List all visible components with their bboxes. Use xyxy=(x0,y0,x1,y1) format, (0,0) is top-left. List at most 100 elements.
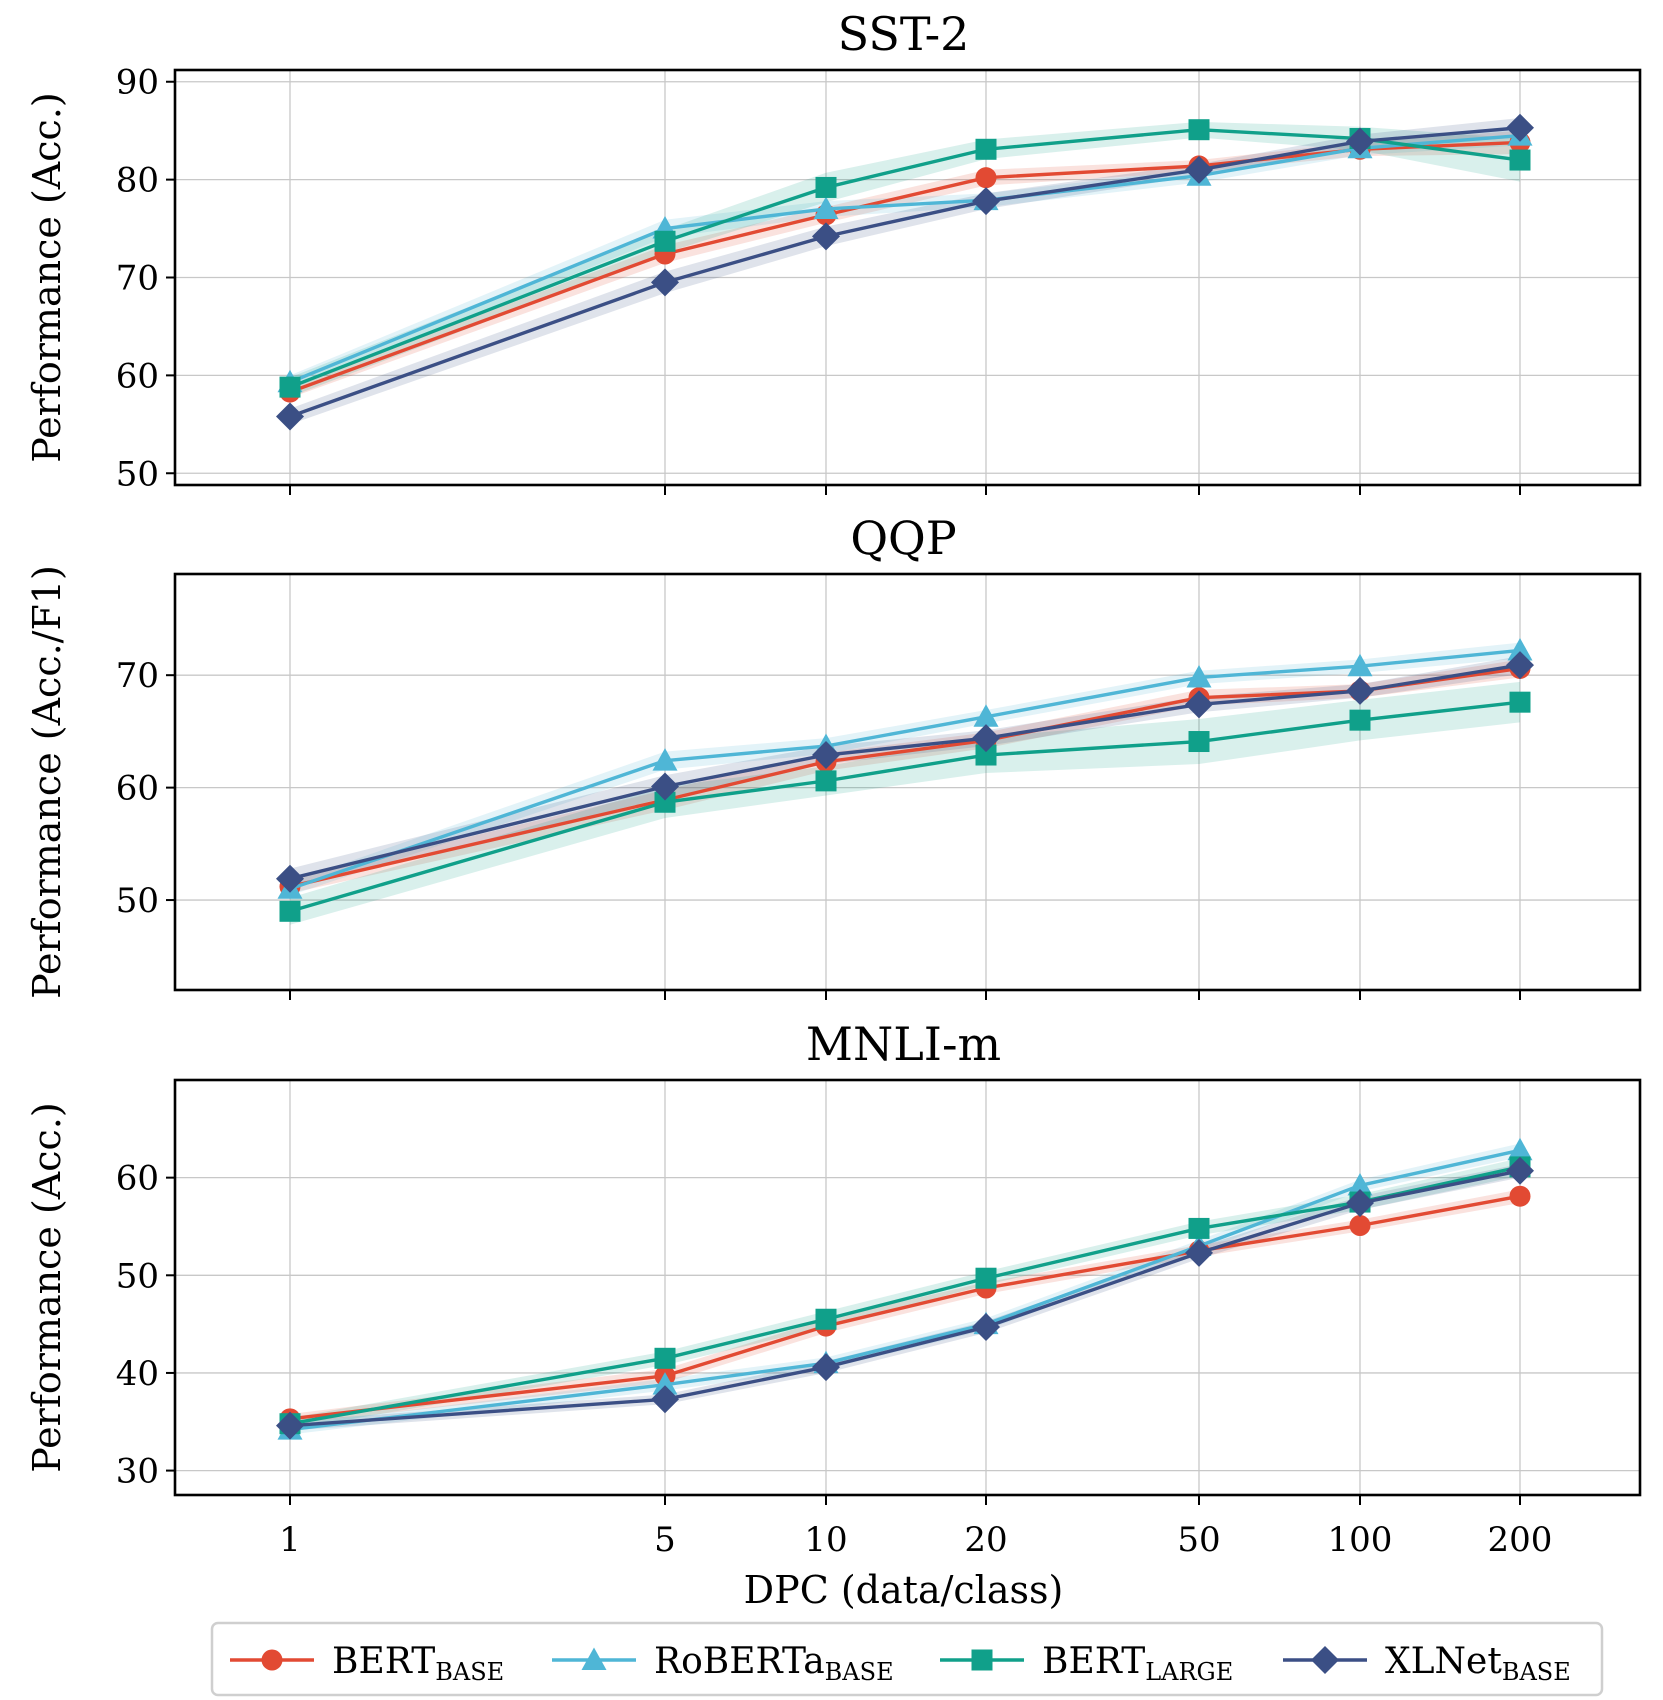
series-robertabase xyxy=(277,637,1533,899)
data-point xyxy=(972,1313,1000,1342)
confidence-band xyxy=(290,1163,1520,1431)
data-point xyxy=(651,268,679,297)
data-point xyxy=(1509,149,1531,171)
y-tick-label: 50 xyxy=(116,454,159,494)
confidence-band xyxy=(290,656,1520,889)
data-point xyxy=(279,376,301,398)
legend-label: BERTLARGE xyxy=(1042,1641,1233,1686)
legend-label-subscript: LARGE xyxy=(1145,1658,1233,1686)
legend-label: RoBERTaBASE xyxy=(654,1641,894,1686)
y-tick-label: 40 xyxy=(116,1354,159,1394)
data-point xyxy=(279,900,301,922)
data-point xyxy=(815,176,837,198)
series-xlnetbase xyxy=(276,1156,1534,1440)
data-point xyxy=(1506,1156,1534,1185)
data-point xyxy=(276,402,304,431)
x-tick-label: 1 xyxy=(279,1520,301,1560)
data-point xyxy=(975,744,997,766)
x-tick-label: 5 xyxy=(654,1520,676,1560)
panel-title: SST-2 xyxy=(838,7,970,61)
data-point xyxy=(973,704,999,727)
legend-label-subscript: BASE xyxy=(825,1658,894,1686)
panel-title: QQP xyxy=(850,511,956,565)
y-tick-label: 70 xyxy=(116,656,159,696)
data-point xyxy=(654,1347,676,1369)
confidence-band xyxy=(290,1158,1520,1430)
legend-label: BERTBASE xyxy=(332,1641,504,1686)
data-point xyxy=(651,1385,679,1414)
legend-item-robertabase: RoBERTaBASE xyxy=(552,1641,894,1686)
data-point xyxy=(652,1372,678,1395)
data-point xyxy=(1346,127,1374,156)
y-axis-label: Performance (Acc.) xyxy=(25,1102,69,1472)
y-tick-label: 60 xyxy=(116,356,159,396)
confidence-band xyxy=(290,1143,1520,1435)
data-point xyxy=(1507,1137,1533,1161)
x-tick-label: 50 xyxy=(1177,1520,1220,1560)
data-point xyxy=(1349,709,1371,731)
data-point xyxy=(651,772,679,801)
data-point xyxy=(812,1353,840,1382)
panel-sst-2: 50 60 70 80 90 SST-2 Performance (Acc.) xyxy=(25,7,1642,495)
x-tick-label: 100 xyxy=(1328,1520,1393,1560)
plot-frame xyxy=(173,1078,1642,1497)
data-point xyxy=(654,791,676,813)
y-tick-label: 90 xyxy=(116,63,159,103)
legend-item-xlnetbase: XLNetBASE xyxy=(1283,1641,1571,1686)
legend-label-main: BERT xyxy=(1042,1641,1145,1682)
x-tick-label: 20 xyxy=(964,1520,1007,1560)
data-point xyxy=(813,196,839,219)
confidence-band xyxy=(290,642,1520,896)
data-point xyxy=(1509,1185,1531,1207)
legend-label: XLNetBASE xyxy=(1385,1641,1571,1686)
confidence-band xyxy=(290,681,1520,925)
x-axis-label: DPC (data/class) xyxy=(744,1568,1064,1612)
legend-label-main: RoBERTa xyxy=(654,1641,825,1682)
data-point xyxy=(972,187,1000,216)
data-point xyxy=(1185,690,1213,719)
data-point xyxy=(1507,637,1533,661)
data-point xyxy=(972,724,1000,753)
legend-box xyxy=(210,1621,1604,1697)
data-point xyxy=(1346,676,1374,705)
panel-qqp: 50 60 70 QQP Performance (Acc./F1) xyxy=(25,511,1642,1000)
y-tick-label: 60 xyxy=(116,1159,159,1199)
data-point xyxy=(1347,1172,1373,1196)
data-point xyxy=(1506,113,1534,142)
confidence-band xyxy=(290,125,1520,390)
data-point xyxy=(652,748,678,771)
data-point xyxy=(276,1411,304,1440)
y-tick-label: 60 xyxy=(116,769,159,809)
y-tick-label: 50 xyxy=(116,1256,159,1296)
data-point xyxy=(1185,1238,1213,1267)
series-xlnetbase xyxy=(276,113,1534,431)
x-tick-label: 200 xyxy=(1488,1520,1553,1560)
data-point xyxy=(654,230,676,252)
data-point xyxy=(1188,731,1210,753)
data-point xyxy=(276,864,304,893)
legend-item-bertbase: BERTBASE xyxy=(230,1641,504,1686)
legend-label-subscript: BASE xyxy=(1502,1658,1571,1686)
data-point xyxy=(1346,1189,1374,1218)
data-point xyxy=(975,1267,997,1289)
data-point xyxy=(1506,651,1534,680)
data-point xyxy=(1188,119,1210,141)
y-tick-label: 50 xyxy=(116,881,159,921)
data-point xyxy=(812,741,840,770)
legend-marker xyxy=(971,1649,993,1671)
legend: BERTBASE RoBERTaBASE BERTLARGE XLNetBASE xyxy=(210,1621,1604,1697)
data-point xyxy=(1509,691,1531,713)
legend-label-main: BERT xyxy=(332,1641,435,1682)
data-point xyxy=(1185,155,1213,184)
plot-frame xyxy=(173,572,1642,992)
legend-marker xyxy=(261,1649,283,1671)
data-point xyxy=(815,770,837,792)
panel-title: MNLI-m xyxy=(806,1017,1001,1071)
legend-label-main: XLNet xyxy=(1385,1641,1502,1682)
series-bertlarge xyxy=(279,691,1531,922)
x-tick-label: 10 xyxy=(804,1520,847,1560)
data-point xyxy=(812,222,840,251)
confidence-band xyxy=(290,659,1520,894)
data-point xyxy=(1186,664,1212,688)
data-point xyxy=(1347,653,1373,677)
